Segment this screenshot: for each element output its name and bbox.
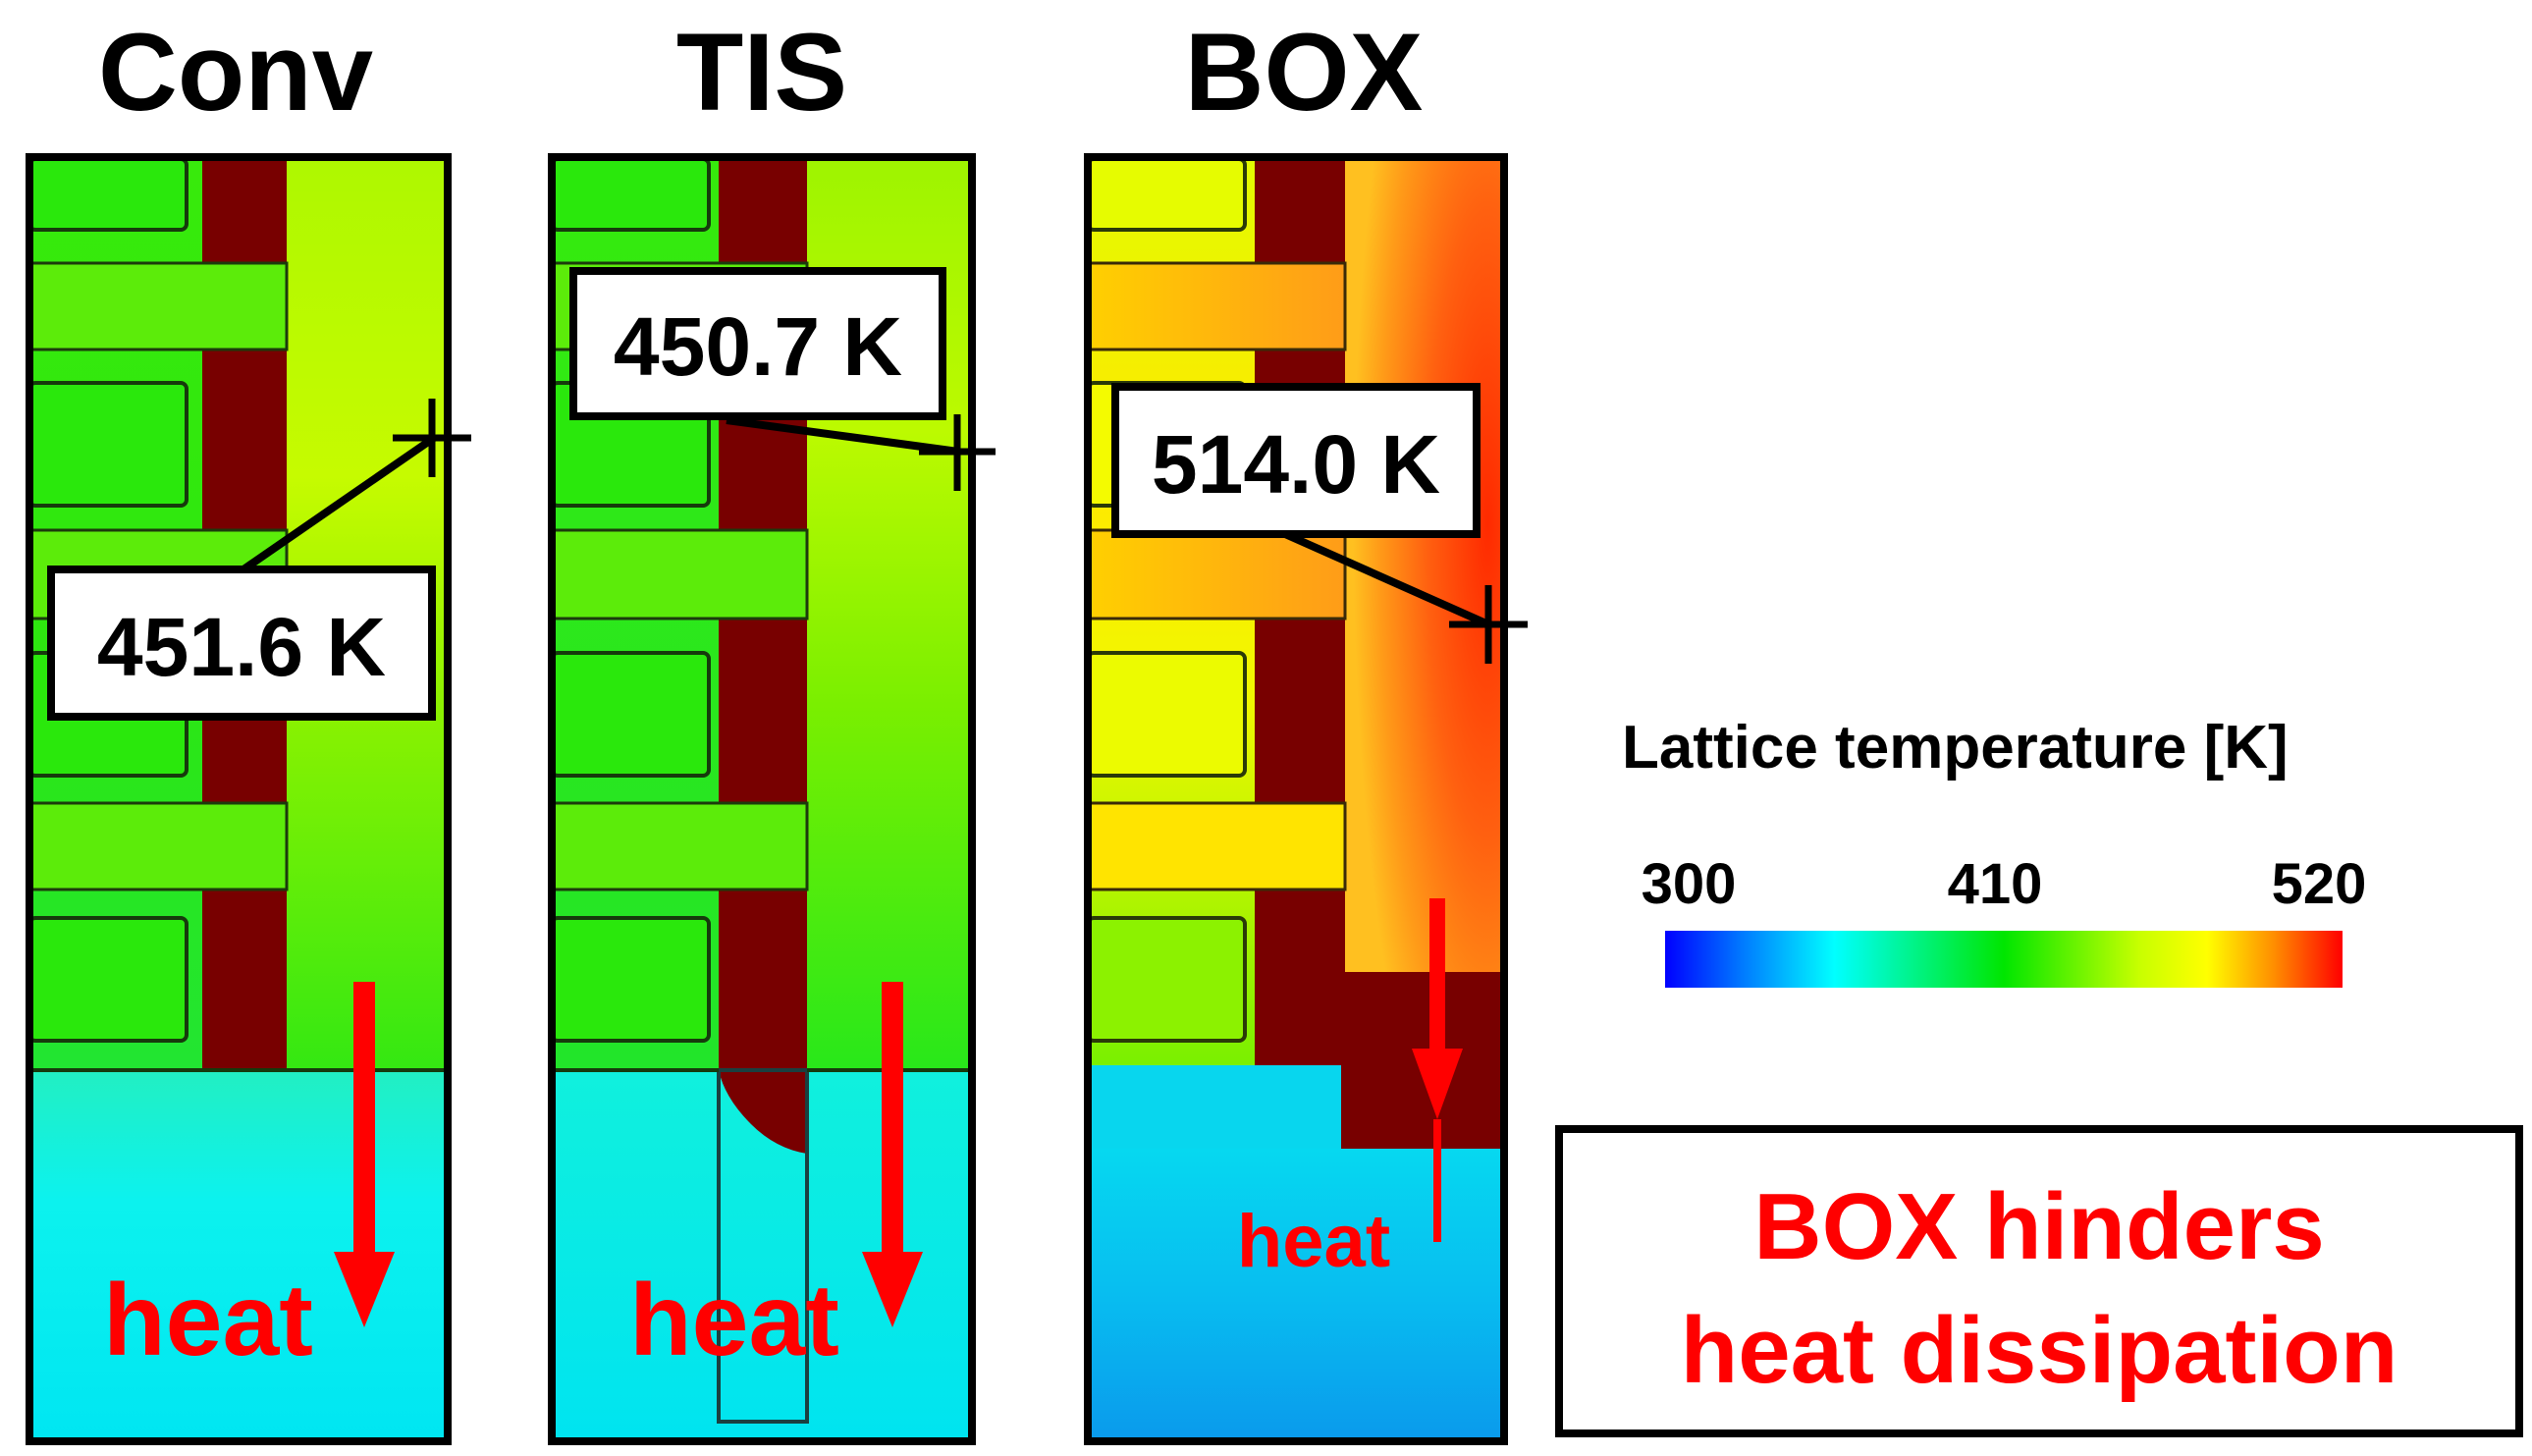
note-line-2: heat dissipation [1681, 1298, 2398, 1403]
tis-frame [548, 153, 976, 1445]
colorbar-title: Lattice temperature [K] [1622, 714, 2289, 782]
box-frame [1084, 153, 1508, 1445]
tis-heat-arrow [862, 982, 923, 1327]
box-extensions [1086, 261, 1347, 891]
conv-temperature-label: 451.6 K [97, 601, 386, 693]
box-temperature-box [1111, 383, 1481, 538]
conclusion-note: BOX hinders heat dissipation [1555, 1125, 2523, 1437]
colorbar: Lattice temperature [K] 300 410 520 [1622, 714, 2366, 988]
box-heat-label: heat [1237, 1200, 1390, 1283]
box-panel: BOX 514.0 K [1084, 11, 1528, 1445]
box-probe-marker [1449, 585, 1528, 664]
colorbar-min-label: 300 [1642, 852, 1737, 916]
box-substrate-upper [1088, 1065, 1341, 1149]
tis-temperature-box [569, 267, 946, 420]
note-line-1: BOX hinders [1753, 1174, 2324, 1279]
colorbar-max-label: 520 [2272, 852, 2367, 916]
conv-frame [26, 153, 452, 1445]
box-heat-arrow [1412, 898, 1463, 1242]
tis-probe-marker [919, 414, 996, 491]
conv-heat-arrow [334, 982, 395, 1327]
tis-temperature-label: 450.7 K [614, 300, 902, 393]
colorbar-gradient [1665, 931, 2343, 988]
box-fin [1345, 157, 1504, 972]
conv-temperature-box [47, 566, 436, 721]
tis-probe-line [726, 416, 959, 456]
box-substrate [1088, 1149, 1504, 1441]
tis-trench [717, 1068, 809, 1424]
tis-heat-label: heat [629, 1264, 839, 1377]
colorbar-mid-label: 410 [1948, 852, 2043, 916]
conv-heat-label: heat [103, 1264, 313, 1377]
conv-title: Conv [98, 11, 373, 134]
box-probe-line [1274, 526, 1490, 628]
conv-panel: Conv 451.6 K [26, 11, 471, 1445]
box-title: BOX [1185, 11, 1424, 134]
note-frame [1555, 1125, 2523, 1437]
tis-panel: TIS 450.7 K heat [548, 11, 996, 1445]
box-temperature-label: 514.0 K [1152, 418, 1440, 511]
tis-title: TIS [676, 11, 847, 134]
conv-probe-marker [393, 399, 471, 477]
conv-probe-line [241, 434, 437, 573]
